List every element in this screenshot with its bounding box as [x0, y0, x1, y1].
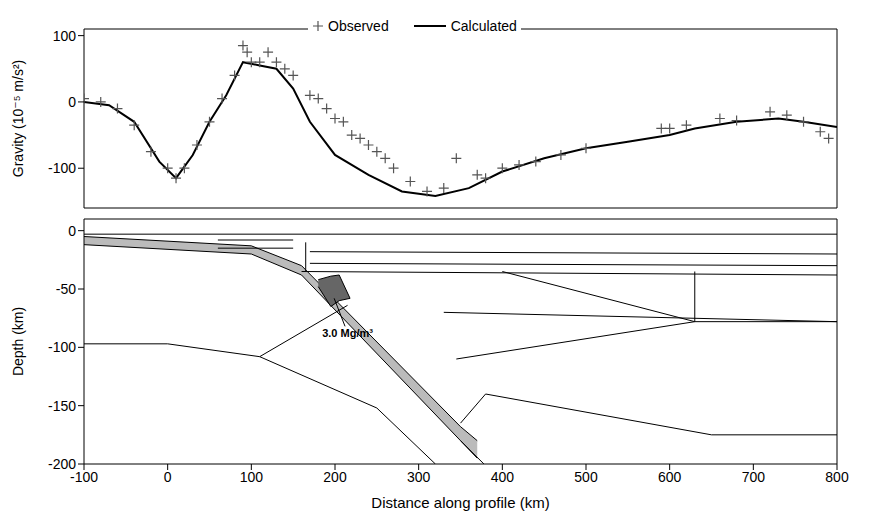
- svg-text:Gravity (10⁻⁵ m/s²): Gravity (10⁻⁵ m/s²): [10, 60, 26, 177]
- svg-text:0: 0: [68, 223, 76, 239]
- svg-text:Distance along profile (km): Distance along profile (km): [371, 494, 549, 511]
- svg-text:800: 800: [825, 469, 849, 485]
- svg-text:100: 100: [240, 469, 264, 485]
- svg-text:-100: -100: [48, 160, 76, 176]
- svg-text:Depth (km): Depth (km): [10, 307, 26, 376]
- svg-text:200: 200: [323, 469, 347, 485]
- svg-text:600: 600: [658, 469, 682, 485]
- html-text:Observed: Observed: [328, 18, 389, 34]
- svg-text:100: 100: [53, 28, 77, 44]
- svg-text:700: 700: [742, 469, 766, 485]
- svg-text:-100: -100: [70, 468, 98, 485]
- svg-text:-150: -150: [48, 398, 76, 414]
- html-text:Calculated: Calculated: [450, 18, 517, 34]
- svg-text:0: 0: [68, 94, 76, 110]
- svg-text:-200: -200: [48, 456, 76, 472]
- svg-text:-100: -100: [48, 339, 76, 355]
- svg-text:400: 400: [491, 469, 515, 485]
- svg-text:0: 0: [164, 469, 172, 485]
- svg-text:300: 300: [407, 469, 431, 485]
- svg-text:3.0 Mg/m³: 3.0 Mg/m³: [322, 327, 373, 339]
- svg-text:-50: -50: [56, 281, 76, 297]
- svg-text:500: 500: [574, 469, 598, 485]
